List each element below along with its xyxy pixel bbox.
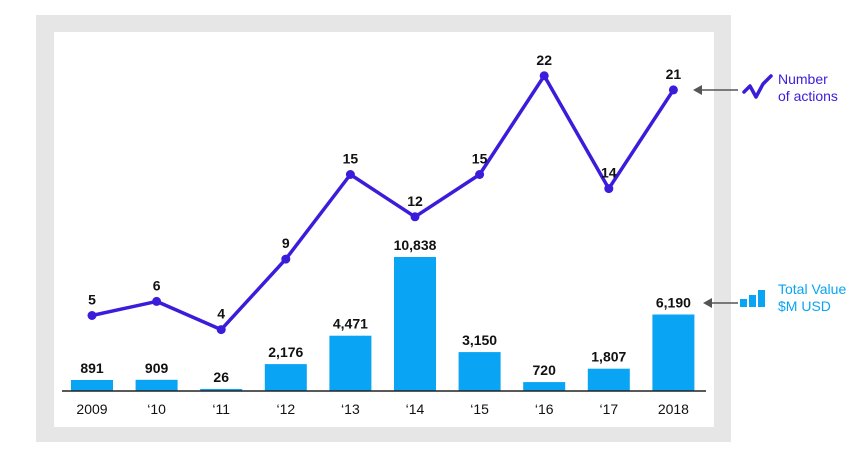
actions-point-0 [87, 311, 97, 320]
actions-value-label-6: 15 [472, 151, 488, 167]
bar-value-label-3: 2,176 [268, 344, 303, 360]
actions-value-label-9: 21 [666, 66, 682, 82]
actions-value-label-2: 4 [217, 306, 225, 322]
actions-point-6 [475, 170, 485, 179]
actions-point-3 [281, 254, 291, 264]
bar-4 [329, 335, 372, 391]
x-tick-labels: 2009 ‘10 ‘11 ‘12 ‘13 ‘14 ‘15 ‘16 ‘17 2018 [76, 401, 689, 417]
actions-point-4 [345, 170, 355, 179]
actions-value-label-1: 6 [153, 277, 161, 293]
actions-point-8 [604, 184, 614, 194]
bar-2 [200, 389, 243, 391]
actions-point-2 [216, 325, 226, 335]
actions-value-label-3: 9 [282, 235, 290, 251]
legend-bar-label-1: Total Value [778, 281, 847, 297]
bar-value-label-9: 6,190 [656, 295, 691, 311]
legend-arrow-bar [703, 298, 738, 308]
bars-layer [71, 257, 695, 391]
actions-value-label-7: 22 [536, 52, 552, 68]
bar-7 [523, 382, 566, 391]
legend-bar-label-2: $M USD [778, 298, 831, 314]
legend-bar: Total Value $M USD [778, 281, 846, 315]
bar-value-label-6: 3,150 [462, 332, 497, 348]
bar-value-label-2: 26 [213, 369, 229, 385]
actions-value-label-0: 5 [88, 292, 96, 308]
actions-point-5 [410, 212, 420, 222]
bar-labels-layer: 891 909 26 2,176 4,471 10,838 3,150 720 1,807 6,1… [80, 237, 691, 385]
actions-value-label-5: 12 [407, 193, 423, 209]
x-tick-label-4: ‘13 [341, 401, 360, 417]
bar-0 [71, 380, 113, 391]
chart-panel [54, 32, 714, 427]
bar-chart-icon [740, 290, 765, 307]
bar-9 [652, 314, 695, 391]
actions-value-label-8: 14 [601, 165, 617, 181]
bar-value-label-4: 4,471 [333, 316, 368, 332]
x-tick-label-8: ‘17 [599, 401, 618, 417]
x-tick-label-1: ‘10 [147, 401, 166, 417]
legend-line-label-1: Number [778, 71, 828, 87]
x-tick-label-7: ‘16 [535, 401, 554, 417]
bar-value-label-8: 1,807 [591, 349, 626, 365]
x-tick-label-3: ‘12 [276, 401, 295, 417]
bar-value-label-7: 720 [533, 362, 557, 378]
actions-point-1 [152, 296, 162, 306]
zigzag-line-icon [742, 74, 773, 99]
legend-line: Number of actions [778, 71, 838, 105]
bar-8 [587, 368, 630, 391]
actions-point-7 [539, 71, 549, 81]
x-tick-label-6: ‘15 [470, 401, 489, 417]
bar-value-label-0: 891 [80, 360, 104, 376]
bar-6 [458, 352, 501, 391]
bar-value-label-1: 909 [145, 360, 169, 376]
bar-value-label-5: 10,838 [394, 237, 437, 253]
x-tick-label-5: ‘14 [406, 401, 425, 417]
bar-3 [264, 364, 307, 391]
x-tick-label-0: 2009 [76, 401, 107, 417]
actions-labels-layer: 5 6 4 9 15 12 15 22 14 21 [88, 52, 681, 322]
legend-arrow-line [693, 85, 738, 95]
x-tick-label-2: ‘11 [212, 401, 230, 417]
x-tick-label-9: 2018 [658, 401, 689, 417]
actions-point-9 [668, 85, 678, 95]
actions-line [91, 74, 675, 332]
legend-line-label-2: of actions [778, 88, 838, 104]
actions-points-layer [87, 71, 678, 335]
actions-value-label-4: 15 [343, 151, 359, 167]
bar-1 [135, 379, 178, 391]
bar-5 [394, 257, 436, 391]
